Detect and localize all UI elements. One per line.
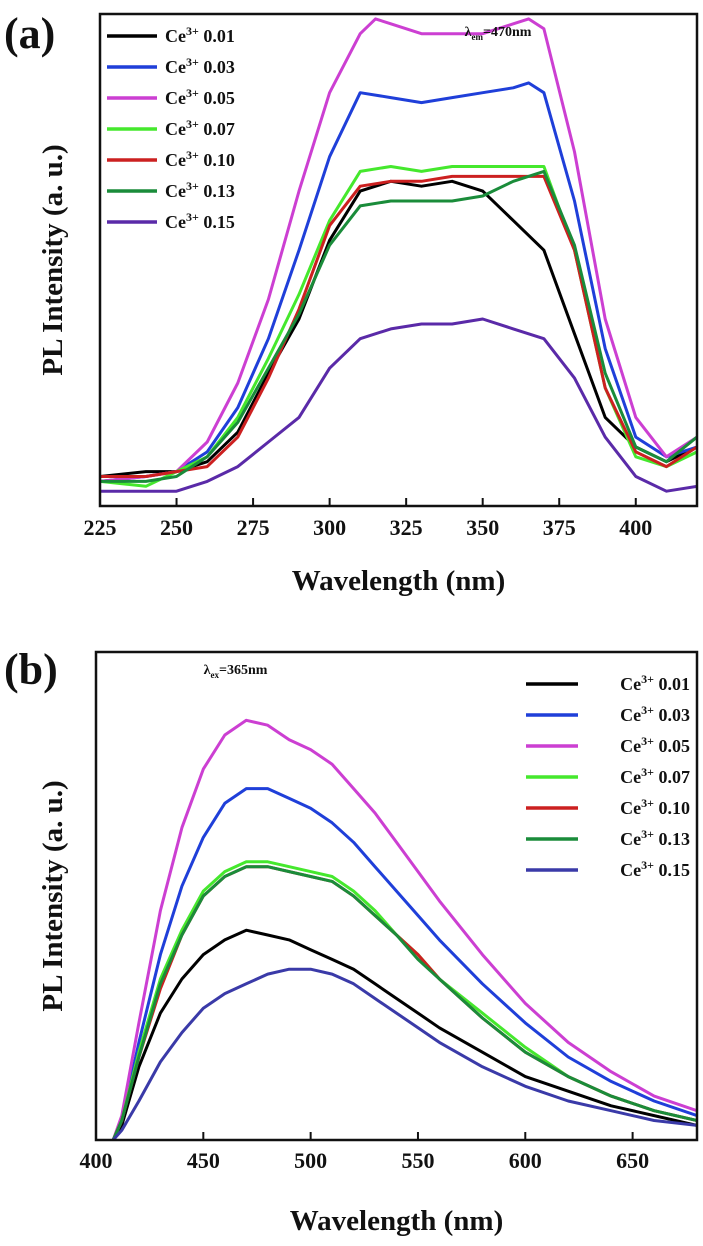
series-line-ce3-0-13 [100,169,697,483]
plot-frame [94,650,699,1142]
series-line-ce3-0-13 [111,865,697,1140]
x-tick-label: 400 [619,515,652,540]
x-tick-label: 275 [237,515,270,540]
plot-frame [98,12,699,508]
series-lines [111,718,697,1140]
legend: Ce3+ 0.01 Ce3+ 0.03 Ce3+ 0.05 Ce3+ 0.07 Ce3+… [107,24,235,232]
series-line-ce3-0-10 [100,174,697,478]
legend-label-ce3-0-07: Ce3+ 0.07 [620,765,690,787]
legend-label-ce3-0-10: Ce3+ 0.10 [165,148,235,170]
legend-label-ce3-0-10: Ce3+ 0.10 [620,796,690,818]
series-line-ce3-0-03 [111,787,697,1140]
x-axis-title: Wavelength (nm) [292,565,505,597]
series-line-ce3-0-01 [100,179,697,478]
x-tick-label: 325 [390,515,423,540]
excitation-annotation: λex=365nm [204,663,268,680]
x-tick-label: 250 [160,515,193,540]
legend-label-ce3-0-05: Ce3+ 0.05 [620,734,690,756]
panel-a: (a) 225 250 275 300 325 350 375 400 Wavelength (n… [4,9,699,597]
series-lines [100,17,697,493]
series-line-ce3-0-07 [111,860,697,1140]
legend-label-ce3-0-01: Ce3+ 0.01 [620,672,690,694]
legend-label-ce3-0-15: Ce3+ 0.15 [165,210,235,232]
series-line-ce3-0-05 [111,718,697,1140]
x-tick-label: 375 [543,515,576,540]
x-tick-label: 400 [80,1148,113,1173]
x-tick-label: 550 [401,1148,434,1173]
series-line-ce3-0-03 [100,81,697,483]
x-tick-label: 600 [509,1148,542,1173]
x-tick-label: 500 [294,1148,327,1173]
x-tick-label: 225 [84,515,117,540]
legend-label-ce3-0-13: Ce3+ 0.13 [165,179,235,201]
x-tick-label: 650 [616,1148,649,1173]
excitation-annotation: λem=470nm [465,25,532,42]
series-line-ce3-0-15 [100,317,697,493]
legend-label-ce3-0-05: Ce3+ 0.05 [165,86,235,108]
x-tick-label: 450 [187,1148,220,1173]
series-line-ce3-0-15 [112,967,697,1140]
series-line-ce3-0-01 [111,928,697,1140]
legend-label-ce3-0-13: Ce3+ 0.13 [620,827,690,849]
x-axis-title: Wavelength (nm) [290,1205,503,1237]
panel-label: (a) [4,9,55,58]
x-tick-label: 350 [466,515,499,540]
legend-label-ce3-0-07: Ce3+ 0.07 [165,117,235,139]
series-line-ce3-0-05 [100,17,697,483]
y-axis-title: PL Intensity (a. u.) [37,780,69,1011]
legend-label-ce3-0-01: Ce3+ 0.01 [165,24,235,46]
legend-label-ce3-0-03: Ce3+ 0.03 [620,703,690,725]
x-tick-label: 300 [313,515,346,540]
legend: Ce3+ 0.01 Ce3+ 0.03 Ce3+ 0.05 Ce3+ 0.07 Ce3+… [526,672,690,880]
y-axis-title: PL Intensity (a. u.) [37,144,69,375]
legend-label-ce3-0-03: Ce3+ 0.03 [165,55,235,77]
panel-label: (b) [4,645,58,694]
panel-b: (b) 400 450 500 550 600 650 Wavelength (nm) PL I… [4,645,699,1237]
legend-label-ce3-0-15: Ce3+ 0.15 [620,858,690,880]
